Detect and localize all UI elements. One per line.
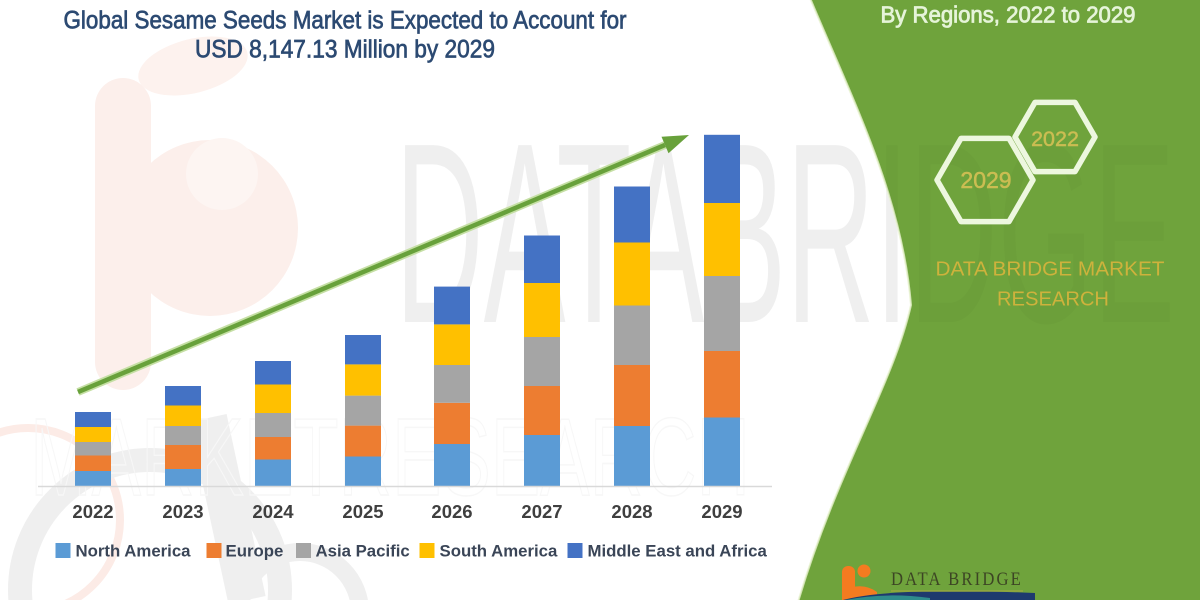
svg-text:2022: 2022: [1031, 127, 1079, 151]
svg-text:2028: 2028: [611, 501, 652, 522]
svg-text:2022: 2022: [72, 501, 113, 522]
svg-text:Middle East and Africa: Middle East and Africa: [588, 542, 768, 561]
svg-text:DATA BRIDGE MARKET: DATA BRIDGE MARKET: [936, 259, 1165, 281]
svg-text:2029: 2029: [960, 167, 1011, 193]
svg-text:2024: 2024: [252, 501, 294, 522]
svg-text:North America: North America: [76, 542, 192, 561]
svg-text:2025: 2025: [342, 501, 383, 522]
svg-text:2027: 2027: [521, 501, 562, 522]
svg-text:Europe: Europe: [226, 542, 284, 561]
svg-text:2023: 2023: [162, 501, 203, 522]
svg-text:Global Sesame Seeds Market is: Global Sesame Seeds Market is Expected t…: [64, 7, 627, 35]
svg-text:2026: 2026: [431, 501, 472, 522]
svg-text:2029: 2029: [701, 501, 742, 522]
svg-text:South America: South America: [440, 542, 558, 561]
svg-text:Asia Pacific: Asia Pacific: [316, 542, 410, 561]
svg-text:DATA BRIDGE: DATA BRIDGE: [891, 569, 1023, 590]
svg-text:USD 8,147.13 Million by 2029: USD 8,147.13 Million by 2029: [195, 36, 495, 64]
svg-text:RESEARCH: RESEARCH: [997, 289, 1109, 311]
svg-text:By Regions, 2022 to 2029: By Regions, 2022 to 2029: [881, 2, 1136, 28]
